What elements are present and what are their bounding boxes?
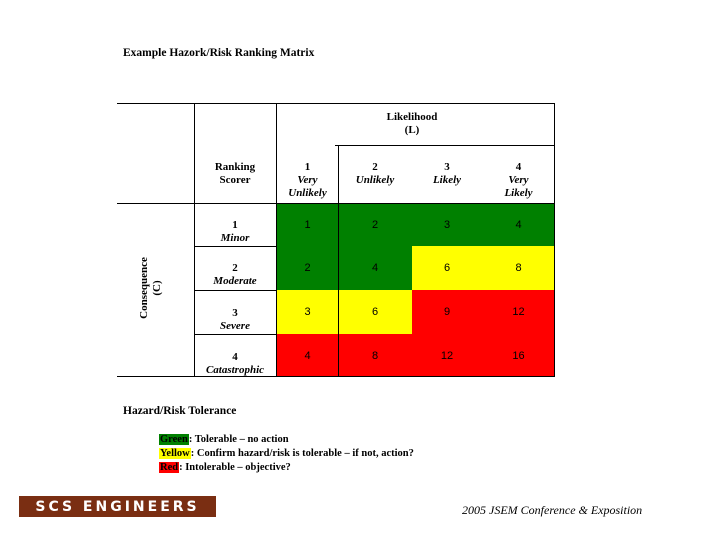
column-header-3: 3 Likely [432, 161, 462, 186]
row-header-3: 3 Severe [220, 307, 250, 332]
grid-line-row3 [195, 334, 277, 335]
matrix-cell-r2-c4: 8 [482, 246, 555, 290]
grid-line-vertical-2 [276, 103, 277, 377]
legend-yellow: Yellow: Confirm hazard/risk is tolerable… [159, 448, 414, 459]
matrix-cell-r4-c4: 16 [482, 334, 555, 377]
column-header-4: 4 Very Likely [504, 161, 533, 199]
legend-red: Red: Intolerable – objective? [159, 462, 291, 473]
scs-engineers-logo: SCS ENGINEERS [19, 496, 216, 517]
row-header-1: 1 Minor [220, 219, 250, 244]
legend-green-swatch: Green [159, 434, 189, 445]
matrix-cell-r3-c3: 9 [412, 290, 482, 334]
matrix-cell-r3-c2: 6 [338, 290, 412, 334]
column-header-2: 2 Unlikely [355, 161, 395, 186]
page-title: Example Hazork/Risk Ranking Matrix [123, 47, 315, 59]
grid-line-header [117, 203, 555, 204]
grid-line-top [117, 103, 555, 104]
tolerance-title: Hazard/Risk Tolerance [123, 405, 237, 417]
matrix-cell-r2-c3: 6 [412, 246, 482, 290]
grid-line-bottom [117, 376, 555, 377]
matrix-cell-r1-c3: 3 [412, 203, 482, 246]
row-header-2: 2 Moderate [213, 262, 257, 287]
consequence-label: Consequence (C) [138, 257, 163, 319]
matrix-cell-r4-c3: 12 [412, 334, 482, 377]
matrix-cell-r4-c2: 8 [338, 334, 412, 377]
grid-line-vertical-3 [338, 145, 339, 377]
grid-line-vertical-1 [194, 103, 195, 377]
matrix-cell-r1-c4: 4 [482, 203, 555, 246]
legend-yellow-swatch: Yellow [159, 448, 191, 459]
footer-text: 2005 JSEM Conference & Exposition [462, 503, 643, 517]
matrix-cell-r4-c1: 4 [277, 334, 338, 377]
ranking-scorer-label: Ranking Scorer [214, 161, 256, 186]
risk-matrix: Likelihood (L) Ranking Scorer 1 Very Unl… [117, 103, 555, 377]
row-header-4: 4 Catastrophic [205, 351, 265, 376]
matrix-cell-r1-c1: 1 [277, 203, 338, 246]
grid-line-likelihood [335, 145, 555, 146]
matrix-cell-r3-c4: 12 [482, 290, 555, 334]
legend-red-swatch: Red [159, 462, 180, 473]
grid-line-row2 [195, 290, 277, 291]
matrix-cell-r2-c2: 4 [338, 246, 412, 290]
matrix-cell-r1-c2: 2 [338, 203, 412, 246]
matrix-cell-r3-c1: 3 [277, 290, 338, 334]
grid-line-row1 [195, 246, 277, 247]
likelihood-header: Likelihood (L) [386, 111, 438, 136]
grid-line-vertical-4 [554, 103, 555, 377]
matrix-cell-r2-c1: 2 [277, 246, 338, 290]
column-header-1: 1 Very Unlikely [288, 161, 327, 199]
legend-green: Green: Tolerable – no action [159, 434, 289, 445]
